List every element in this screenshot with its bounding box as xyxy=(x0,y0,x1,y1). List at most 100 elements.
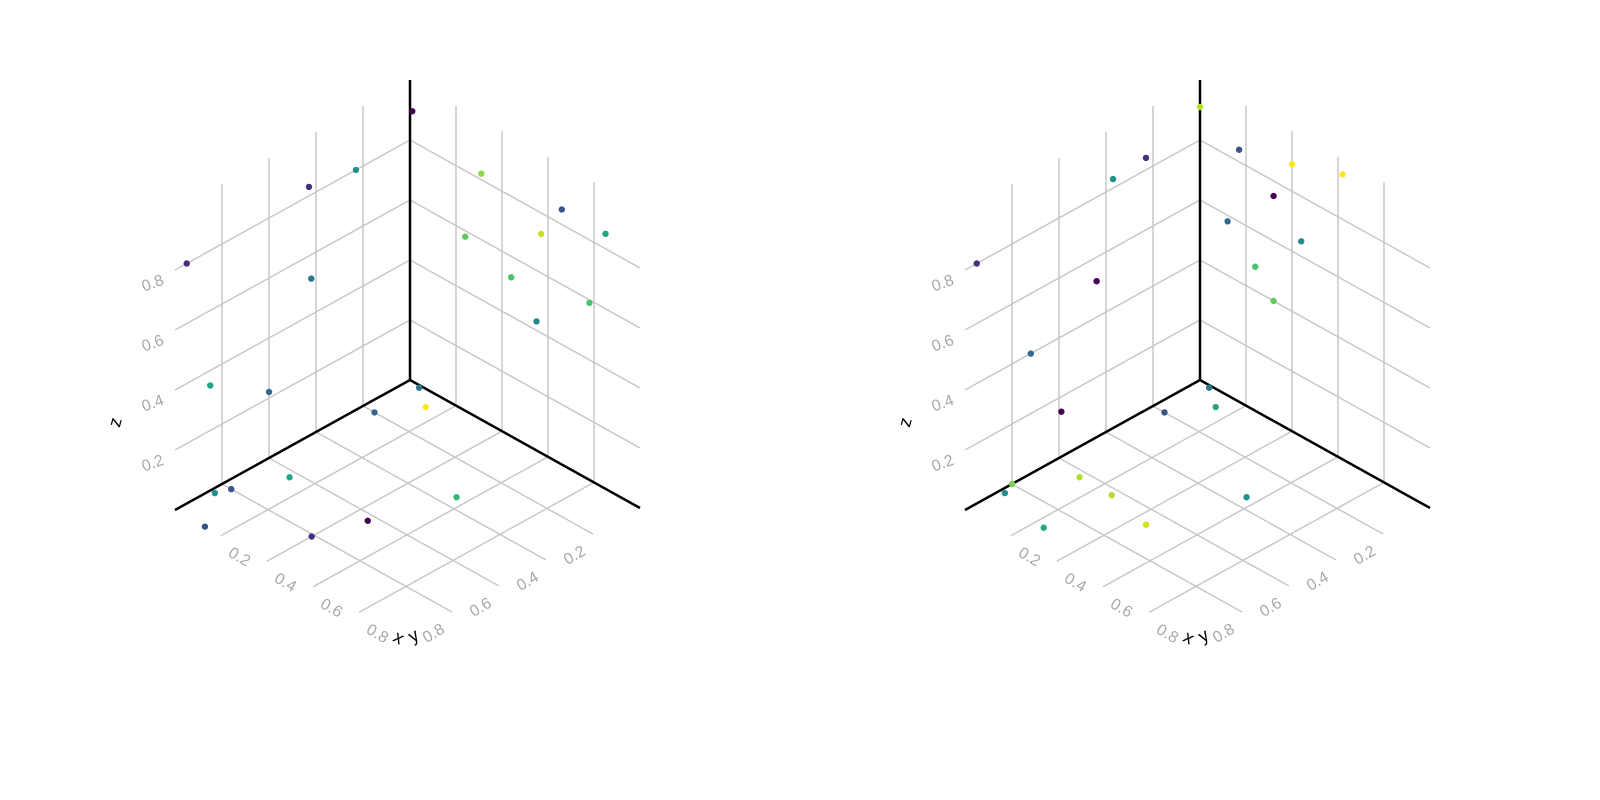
x-tick-label: 0.4 xyxy=(1061,570,1089,596)
data-point xyxy=(422,403,429,411)
data-point xyxy=(183,260,190,267)
floor-grid-line-y xyxy=(362,405,594,535)
data-point xyxy=(1205,384,1213,391)
x-axis-spine xyxy=(1199,378,1431,510)
floor-grid-line-x xyxy=(1056,430,1293,562)
floor-grid-line-x xyxy=(358,481,595,614)
data-point xyxy=(1008,480,1016,488)
xz-wall-grid-line-z xyxy=(409,139,641,269)
floor-grid-line-y xyxy=(1058,457,1290,587)
z-tick-label: 0.6 xyxy=(930,332,957,356)
data-point xyxy=(1224,218,1231,225)
data-point xyxy=(1076,474,1083,481)
z-tick-label: 0.8 xyxy=(930,272,957,296)
y-tick-label: 0.4 xyxy=(1304,569,1332,595)
data-point xyxy=(207,382,214,389)
floor-grid-line-x xyxy=(1148,481,1385,614)
data-point xyxy=(1235,146,1243,153)
yz-wall-grid-line-z xyxy=(964,199,1201,331)
yz-wall-grid-line-z xyxy=(174,139,411,271)
floor-grid-line-y xyxy=(221,483,453,613)
z-axis-label: z xyxy=(104,415,126,429)
data-point xyxy=(1058,408,1065,415)
y-tick-label: 0.8 xyxy=(1210,621,1238,647)
floor-grid-line-x xyxy=(1102,456,1339,588)
data-point xyxy=(1339,171,1346,178)
data-point xyxy=(1108,491,1115,499)
y-tick-label: 0.8 xyxy=(420,621,448,647)
z-tick-label: 0.4 xyxy=(140,392,167,416)
data-point xyxy=(973,260,980,267)
data-point xyxy=(364,517,371,524)
data-point xyxy=(1252,263,1259,270)
y-axis-label: y xyxy=(1194,625,1212,647)
y-tick-label: 0.2 xyxy=(1351,543,1379,569)
data-point xyxy=(352,166,360,174)
floor-grid-line-x xyxy=(312,456,549,588)
data-point xyxy=(1288,161,1296,168)
x-tick-label: 0.4 xyxy=(271,570,299,596)
x-tick-label: 0.8 xyxy=(1153,621,1181,647)
data-point xyxy=(286,474,293,481)
floor-grid-line-x xyxy=(266,430,503,562)
z-tick-label: 0.2 xyxy=(930,452,957,476)
data-point xyxy=(308,275,315,282)
data-point xyxy=(265,388,273,396)
xz-wall-grid-line-z xyxy=(1199,199,1431,329)
x-axis-spine xyxy=(409,378,641,510)
data-point xyxy=(1298,238,1305,245)
floor-grid-line-y xyxy=(1105,431,1337,561)
data-point xyxy=(1001,489,1009,497)
x-tick-label: 0.2 xyxy=(1015,544,1043,570)
y-tick-label: 0.4 xyxy=(514,569,542,595)
data-point xyxy=(308,533,315,540)
xz-wall-grid-line-z xyxy=(409,259,641,389)
z-tick-label: 0.6 xyxy=(140,332,167,356)
floor-grid-line-y xyxy=(1152,405,1384,535)
data-point xyxy=(1196,103,1204,111)
z-tick-label: 0.4 xyxy=(930,392,957,416)
data-point xyxy=(1093,278,1100,285)
yz-wall-grid-line-z xyxy=(174,319,411,451)
data-point xyxy=(586,299,593,307)
xz-wall-grid-line-z xyxy=(1199,319,1431,449)
y-tick-label: 0.6 xyxy=(467,595,495,621)
z-tick-label: 0.2 xyxy=(140,452,167,476)
z-tick-label: 0.8 xyxy=(140,272,167,296)
data-point xyxy=(1270,297,1277,305)
xz-wall-grid-line-z xyxy=(1199,139,1431,269)
data-point xyxy=(537,230,545,238)
y-axis-label: y xyxy=(404,625,422,647)
y-axis-spine xyxy=(174,378,411,512)
floor-grid-line-y xyxy=(268,457,500,587)
x-tick-label: 0.8 xyxy=(363,621,391,647)
data-point xyxy=(453,493,460,501)
data-point xyxy=(558,206,565,213)
data-point xyxy=(211,489,219,497)
data-point xyxy=(201,523,209,530)
data-point xyxy=(533,318,540,325)
yz-wall-grid-line-z xyxy=(964,259,1201,391)
data-point xyxy=(1027,350,1035,357)
y-tick-label: 0.2 xyxy=(561,543,589,569)
floor-grid-line-x xyxy=(220,404,457,537)
data-point xyxy=(508,274,515,281)
data-point xyxy=(1040,524,1047,531)
yz-wall-grid-line-z xyxy=(964,139,1201,271)
data-point xyxy=(1142,521,1150,528)
xz-wall-grid-line-z xyxy=(1199,259,1431,389)
data-point xyxy=(409,108,416,115)
yz-wall-grid-line-z xyxy=(174,199,411,331)
data-point xyxy=(1161,409,1168,416)
x-tick-label: 0.6 xyxy=(1107,596,1135,622)
floor-grid-line-x xyxy=(1010,404,1247,537)
x-tick-label: 0.2 xyxy=(225,544,253,570)
y-tick-label: 0.6 xyxy=(1257,595,1285,621)
x-tick-label: 0.6 xyxy=(317,596,345,622)
data-point xyxy=(602,230,609,237)
data-point xyxy=(228,485,235,493)
data-point xyxy=(1142,154,1150,162)
